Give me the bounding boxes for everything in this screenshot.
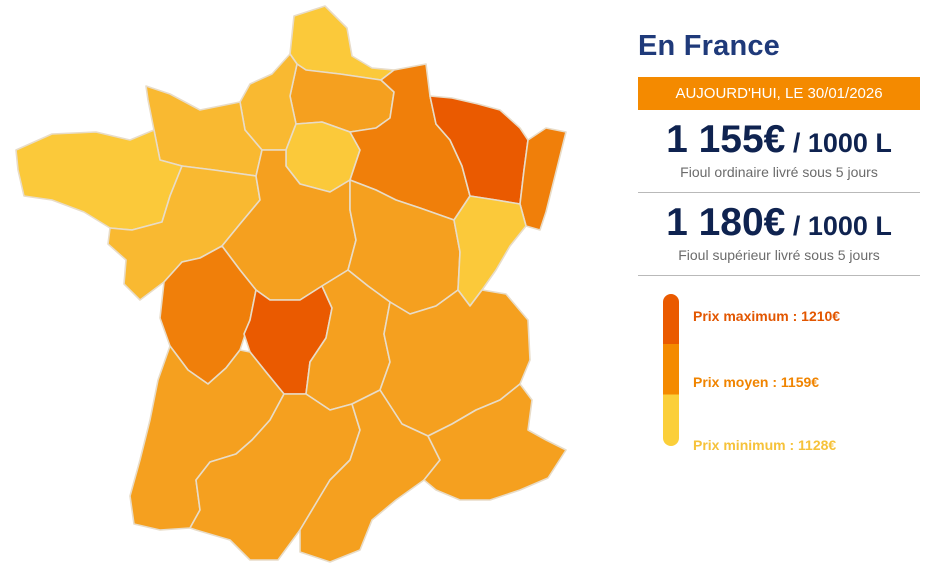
legend-min-label: Prix minimum : 1128€ (693, 437, 837, 453)
panel-title: En France (638, 30, 781, 62)
price-superieur-description: Fioul supérieur livré sous 5 jours (678, 247, 880, 263)
legend-avg-label: Prix moyen : 1159€ (693, 374, 820, 390)
price-superieur-unit: / 1000 L (785, 211, 892, 241)
price-ordinaire: 1 155€ / 1000 L Fioul ordinaire livré so… (638, 110, 920, 193)
region-alsace[interactable] (519, 127, 567, 231)
price-ordinaire-unit: / 1000 L (785, 128, 892, 158)
date-banner: AUJOURD'HUI, LE 30/01/2026 (638, 77, 920, 110)
price-ordinaire-value: 1 155€ (666, 118, 786, 161)
price-legend: Prix maximum : 1210€ Prix moyen : 1159€ … (638, 294, 920, 454)
price-panel: En France AUJOURD'HUI, LE 30/01/2026 1 1… (638, 30, 920, 454)
legend-max-label: Prix maximum : 1210€ (693, 308, 841, 324)
price-superieur-value: 1 180€ (666, 201, 786, 244)
region-franche-comte[interactable] (453, 195, 527, 307)
price-ordinaire-line: 1 155€ / 1000 L (638, 118, 920, 162)
region-provence-alpes-cote-dazur[interactable] (423, 383, 567, 501)
region-bretagne[interactable] (15, 129, 183, 231)
region-languedoc-roussillon[interactable] (299, 389, 441, 563)
france-price-map (15, 5, 567, 563)
price-superieur-line: 1 180€ / 1000 L (638, 201, 920, 245)
price-ordinaire-description: Fioul ordinaire livré sous 5 jours (680, 164, 878, 180)
legend-color-scale (663, 294, 679, 446)
price-superieur: 1 180€ / 1000 L Fioul supérieur livré so… (638, 193, 920, 276)
